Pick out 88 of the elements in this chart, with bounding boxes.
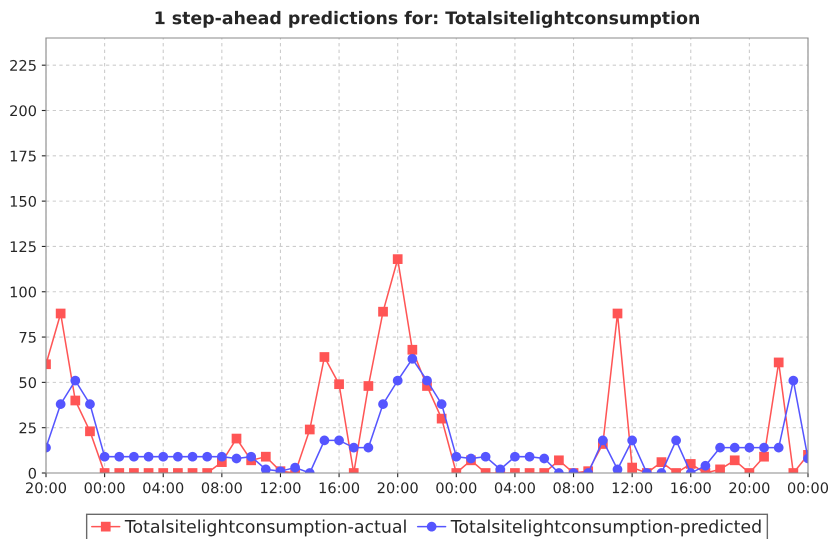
x-tick-label: 08:00 (553, 482, 594, 494)
point (304, 424, 315, 434)
point (524, 452, 534, 462)
point (774, 358, 784, 368)
point (774, 442, 784, 452)
point (85, 426, 95, 436)
legend-label: Totalsitelightconsumption-actual (124, 520, 406, 536)
y-tick-label: 200 (10, 105, 36, 116)
point (671, 436, 681, 446)
point (407, 354, 418, 364)
point (56, 308, 66, 318)
point (202, 452, 212, 462)
point (744, 442, 754, 452)
point (320, 352, 330, 362)
point (378, 399, 388, 409)
point (114, 452, 124, 462)
point (480, 452, 490, 462)
point (364, 381, 374, 391)
point (788, 376, 798, 386)
point (216, 452, 227, 462)
point (290, 462, 300, 472)
point (100, 452, 110, 462)
x-tick-label: 12:00 (612, 482, 652, 494)
point (260, 452, 271, 462)
point (627, 436, 638, 446)
point (510, 452, 520, 462)
point (334, 379, 344, 390)
y-tick-label: 150 (10, 196, 36, 207)
y-tick-label: 175 (10, 150, 36, 162)
x-tick-label: 08:00 (202, 482, 242, 494)
point (70, 396, 80, 406)
x-tick-label: 00:00 (436, 482, 476, 494)
point (129, 452, 139, 462)
point (598, 436, 608, 446)
point (392, 376, 403, 386)
point (627, 462, 638, 472)
x-tick-label: 00:00 (788, 482, 828, 494)
point (85, 399, 95, 409)
point (188, 452, 198, 462)
x-tick-label: 12:00 (261, 482, 301, 494)
point (392, 254, 403, 264)
point (378, 306, 388, 317)
point (144, 452, 154, 462)
x-tick-label: 16:00 (671, 482, 711, 494)
point (554, 455, 564, 466)
point (70, 376, 80, 386)
point (759, 452, 769, 462)
point (715, 442, 725, 452)
x-tick-label: 20:00 (729, 482, 770, 494)
point (656, 457, 666, 467)
x-tick-label: 00:00 (84, 482, 125, 494)
point (320, 436, 330, 446)
point (246, 452, 256, 462)
point (158, 452, 168, 462)
point (539, 454, 550, 464)
y-tick-label: 125 (10, 241, 36, 252)
point (348, 442, 359, 452)
point (364, 442, 374, 452)
x-tick-label: 04:00 (494, 482, 535, 494)
x-tick-label: 04:00 (143, 482, 184, 494)
y-tick-label: 50 (20, 377, 36, 388)
x-tick-label: 20:00 (26, 482, 66, 494)
x-tick-label: 20:00 (378, 482, 418, 494)
x-tick-label: 16:00 (320, 482, 360, 494)
point (407, 344, 418, 355)
point (334, 436, 344, 446)
y-tick-label: 100 (10, 286, 36, 298)
chart-title: 1 step-ahead predictions for: Totalsitelightconsumption (156, 10, 699, 28)
y-tick-label: 75 (20, 332, 36, 343)
point (56, 399, 66, 409)
y-tick-label: 225 (10, 60, 36, 71)
point (759, 442, 769, 452)
point (730, 442, 740, 452)
point (422, 376, 432, 386)
point (700, 460, 710, 471)
point (715, 464, 725, 473)
point (260, 464, 271, 473)
point (232, 434, 242, 444)
y-tick-label: 25 (19, 422, 36, 434)
point (436, 399, 447, 409)
point (612, 308, 622, 318)
legend-label: Totalsitelightconsumption-predicted (450, 520, 761, 536)
point (173, 452, 183, 462)
point (730, 455, 740, 466)
point (232, 454, 242, 464)
point (612, 464, 622, 473)
point (451, 452, 462, 462)
y-tick-label: 0 (28, 468, 36, 479)
